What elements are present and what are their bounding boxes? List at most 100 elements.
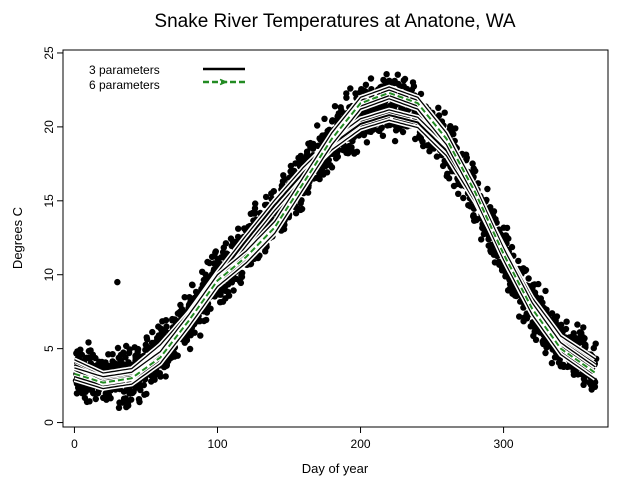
data-point — [254, 254, 262, 262]
y-tick-label: 5 — [42, 345, 56, 352]
data-point — [297, 200, 304, 207]
data-point — [125, 402, 132, 409]
data-point — [203, 316, 210, 324]
data-point — [542, 287, 549, 295]
data-point — [323, 169, 331, 176]
data-point — [183, 337, 191, 344]
data-point — [200, 276, 208, 284]
data-point — [149, 328, 156, 336]
data-point — [551, 354, 559, 361]
data-point — [484, 185, 491, 193]
data-point — [235, 225, 242, 232]
data-point — [81, 394, 89, 402]
data-point — [217, 291, 224, 298]
data-point — [297, 152, 304, 160]
data-point — [337, 104, 344, 111]
data-point — [206, 259, 213, 267]
data-point — [237, 279, 245, 287]
data-point — [367, 75, 375, 82]
data-point — [503, 224, 511, 232]
outlier-point — [114, 278, 121, 286]
data-point — [535, 280, 542, 288]
data-point — [85, 339, 92, 346]
data-point — [548, 359, 556, 367]
data-point — [445, 175, 453, 182]
data-point — [87, 347, 94, 354]
data-point — [304, 189, 312, 196]
data-point — [212, 249, 219, 256]
data-point — [469, 160, 476, 167]
data-point — [187, 299, 194, 306]
data-point — [515, 257, 522, 265]
data-point — [270, 188, 277, 195]
x-axis-label: Day of year — [302, 461, 369, 476]
data-point — [280, 225, 288, 233]
data-point — [381, 78, 389, 85]
data-point — [498, 264, 506, 271]
data-point — [219, 298, 227, 305]
data-point — [196, 317, 203, 324]
data-point — [103, 364, 110, 372]
data-point — [129, 389, 136, 397]
data-point — [392, 127, 400, 134]
data-point — [280, 172, 287, 179]
data-point — [401, 75, 409, 83]
data-point — [353, 148, 361, 155]
data-point — [480, 230, 488, 238]
data-point — [365, 128, 372, 135]
data-point — [540, 340, 547, 348]
y-axis-label: Degrees C — [10, 207, 25, 269]
data-point — [252, 200, 259, 207]
data-point — [580, 324, 587, 331]
y-tick-label: 25 — [42, 46, 56, 60]
data-point — [506, 285, 514, 292]
data-point — [151, 376, 158, 383]
data-point — [92, 395, 100, 403]
data-point — [316, 172, 323, 179]
data-point — [363, 139, 371, 146]
data-point — [177, 301, 184, 309]
data-point — [575, 337, 582, 345]
data-point — [189, 281, 196, 289]
data-point — [435, 112, 443, 119]
legend-label-6-parameters: 6 parameters — [89, 78, 160, 92]
data-point — [157, 325, 164, 332]
data-point — [87, 354, 95, 361]
data-point — [148, 339, 156, 347]
data-point — [225, 292, 233, 299]
data-point — [249, 209, 256, 217]
data-point — [478, 236, 485, 243]
data-point — [386, 121, 394, 129]
fit-halo — [73, 90, 597, 385]
data-point — [399, 128, 407, 136]
data-point — [588, 382, 595, 389]
data-point — [202, 271, 209, 278]
data-point — [120, 349, 127, 356]
plot-frame — [62, 49, 609, 428]
data-point — [171, 316, 178, 323]
data-point — [233, 275, 240, 283]
data-point — [520, 304, 527, 311]
data-point — [128, 396, 135, 403]
data-point — [100, 394, 107, 401]
data-point — [581, 378, 589, 385]
data-point — [297, 206, 304, 214]
data-point — [394, 71, 401, 78]
data-point — [126, 346, 133, 353]
data-point — [420, 142, 427, 150]
data-point — [329, 117, 336, 124]
chart-title: Snake River Temperatures at Anatone, WA — [154, 11, 516, 32]
data-point — [536, 295, 544, 303]
data-point — [495, 258, 503, 265]
data-point — [262, 193, 270, 201]
y-tick-label: 10 — [42, 268, 56, 282]
data-point — [508, 243, 516, 251]
data-point — [433, 153, 441, 160]
data-point — [181, 294, 188, 301]
data-point — [186, 345, 194, 353]
data-point — [335, 110, 342, 117]
data-point — [463, 154, 470, 161]
fitted-curves — [73, 84, 597, 391]
data-point — [460, 194, 467, 202]
